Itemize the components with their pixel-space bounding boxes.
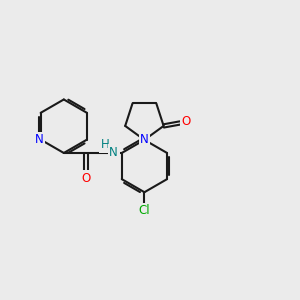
Text: H: H [100,138,109,151]
Text: N: N [140,134,149,146]
Text: N: N [110,146,118,159]
Text: O: O [82,172,91,185]
Text: Cl: Cl [139,204,150,217]
Text: O: O [181,115,190,128]
Text: N: N [35,133,44,146]
